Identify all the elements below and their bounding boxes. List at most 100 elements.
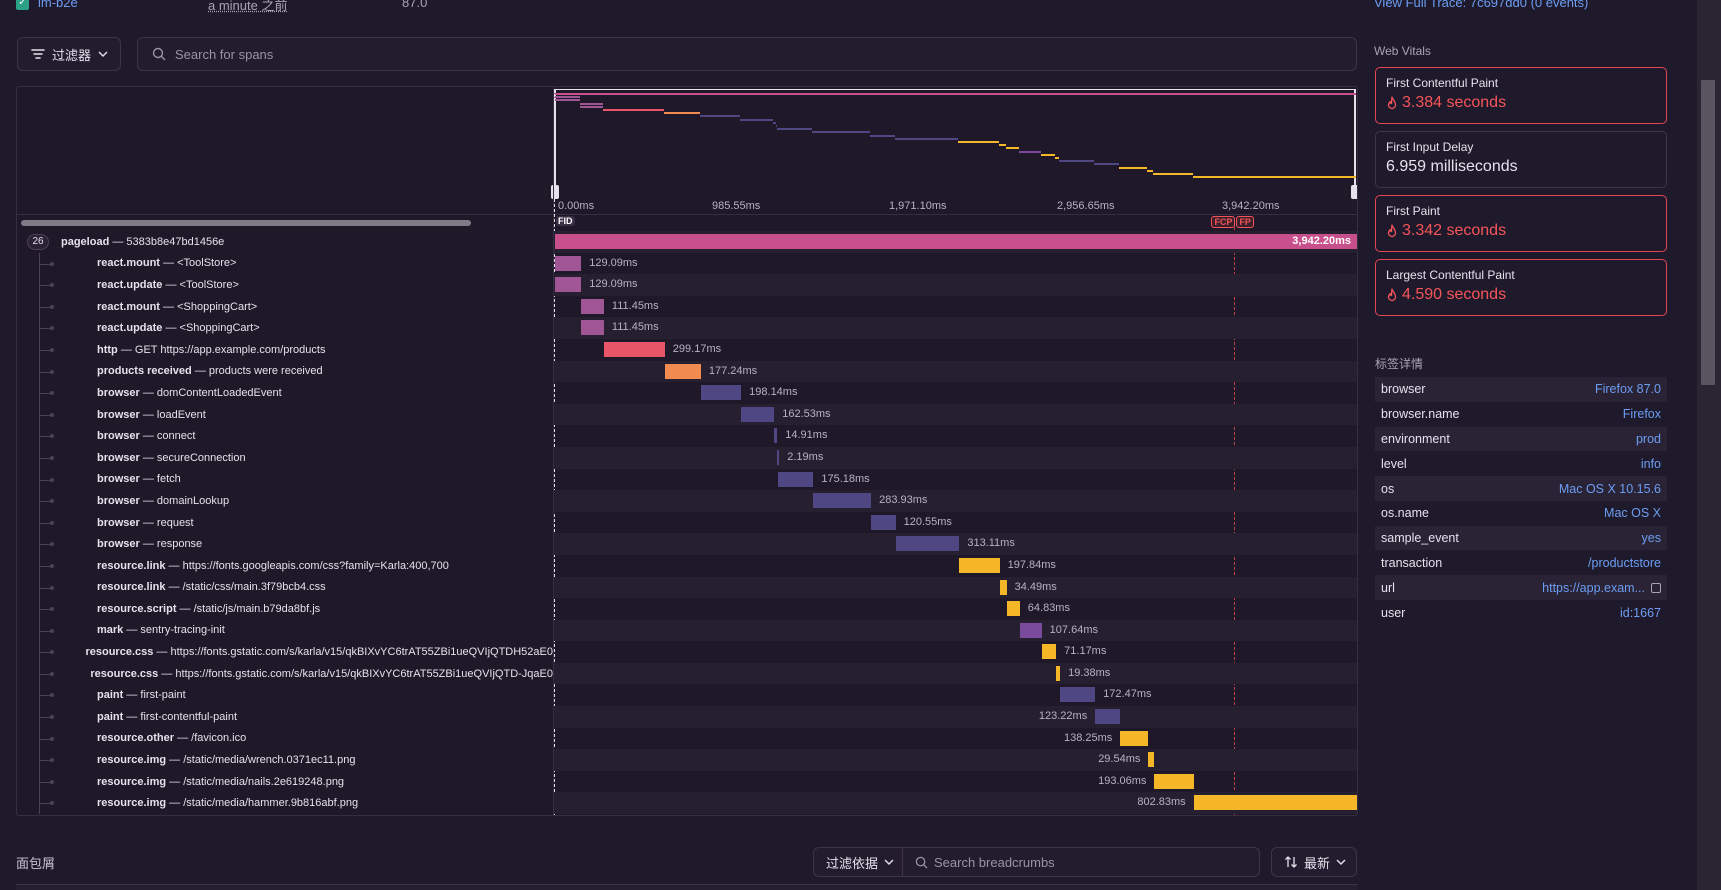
span-row[interactable]: resource.link — https://fonts.googleapis… [17,554,1357,577]
span-row[interactable]: resource.link — /static/css/main.3f79bcb… [17,576,1357,599]
span-bar[interactable] [555,234,1357,249]
tag-value-link[interactable]: yes [1641,531,1661,546]
span-label[interactable]: paint — first-contentful-paint [17,706,553,728]
breadcrumbs-search-input[interactable] [934,854,1254,870]
span-label[interactable]: browser — response [17,533,553,555]
span-track[interactable]: 197.84ms [554,555,1357,577]
span-track[interactable]: 138.25ms [554,728,1357,750]
span-track[interactable]: 120.55ms [554,512,1357,534]
span-track[interactable]: 29.54ms [554,749,1357,771]
span-bar[interactable] [581,320,604,336]
tag-value-link[interactable]: Firefox 87.0 [1594,382,1661,397]
span-row[interactable]: react.update — <ToolStore> 129.09ms [17,274,1357,296]
span-bar[interactable] [555,277,582,293]
span-track[interactable]: 299.17ms [554,339,1357,361]
span-bar[interactable] [581,298,604,314]
span-row[interactable]: resource.img — /static/media/hammer.9b81… [17,792,1357,815]
tag-value-link[interactable]: https://app.exam... [1542,581,1661,595]
tag-value-link[interactable]: Mac OS X 10.15.6 [1558,481,1661,496]
span-search-input[interactable] [175,46,1275,62]
span-track[interactable]: 193.06ms [554,771,1357,793]
span-label[interactable]: browser — request [17,511,553,534]
filter-button[interactable]: 过滤器 [17,37,121,71]
span-row[interactable]: resource.css — https://fonts.gstatic.com… [17,662,1357,685]
span-label[interactable]: resource.img — /static/media/nails.2e619… [17,770,553,793]
web-vital-card[interactable]: First Contentful Paint 3.384 seconds [1375,67,1667,124]
span-label[interactable]: resource.link — https://fonts.googleapis… [17,554,553,577]
span-bar[interactable] [1154,773,1194,789]
span-bar[interactable] [777,449,780,465]
span-track[interactable]: 34.49ms [554,576,1357,599]
span-row[interactable]: resource.other — /favicon.ico 138.25ms [17,727,1357,750]
span-row[interactable]: browser — loadEvent 162.53ms [17,403,1357,426]
span-row[interactable]: resource.img — /static/media/nails.2e619… [17,770,1357,793]
span-row[interactable]: react.update — <ShoppingCart> 111.45ms [17,317,1357,339]
span-track[interactable]: 172.47ms [554,684,1357,706]
web-vital-card[interactable]: First Input Delay 6.959 milliseconds [1375,131,1667,188]
span-bar[interactable] [1056,665,1061,681]
span-label[interactable]: resource.css — https://fonts.gstatic.com… [17,641,553,663]
span-label[interactable]: paint — first-paint [17,684,553,706]
span-label[interactable]: mark — sentry-tracing-init [17,619,553,642]
span-label[interactable]: browser — connect [17,425,553,447]
span-track[interactable]: 123.22ms [554,706,1357,728]
span-bar[interactable] [1006,601,1020,617]
span-track[interactable]: 71.17ms [554,641,1357,663]
span-row[interactable]: resource.img — /static/media/wrench.0371… [17,749,1357,771]
span-label[interactable]: resource.css — https://fonts.gstatic.com… [17,662,553,685]
span-track[interactable]: 198.14ms [554,382,1357,404]
project-link[interactable]: im-b2e [38,0,78,10]
span-bar[interactable] [741,406,775,422]
span-bar[interactable] [959,557,1000,573]
tag-value-link[interactable]: /productstore [1588,555,1661,570]
external-link-icon[interactable] [1651,582,1661,593]
span-bar[interactable] [1193,795,1357,811]
span-track[interactable]: 313.11ms [554,533,1357,555]
breadcrumbs-search-box[interactable] [902,847,1260,877]
span-track[interactable]: 129.09ms [554,274,1357,296]
span-track[interactable]: 14.91ms [554,425,1357,447]
span-label[interactable]: react.update — <ShoppingCart> [17,317,553,339]
span-bar[interactable] [774,428,778,444]
span-bar[interactable] [1060,687,1096,703]
span-bar[interactable] [871,514,896,530]
span-bar[interactable] [1019,622,1042,638]
span-label[interactable]: resource.other — /favicon.ico [17,727,553,750]
span-row[interactable]: browser — domContentLoadedEvent 198.14ms [17,382,1357,404]
span-row[interactable]: browser — secureConnection 2.19ms [17,446,1357,469]
span-label[interactable]: 26 pageload — 5383b8e47bd1456e [17,231,553,253]
span-row[interactable]: browser — response 313.11ms [17,533,1357,555]
tag-value-link[interactable]: prod [1635,431,1661,446]
span-row[interactable]: mark — sentry-tracing-init 107.64ms [17,619,1357,642]
span-bar[interactable] [603,341,665,357]
span-track[interactable]: 111.45ms [554,317,1357,339]
view-full-trace-link[interactable]: View Full Trace: 7c697dd0 (0 events) [1374,0,1589,10]
span-row[interactable]: react.mount — <ToolStore> 129.09ms [17,252,1357,275]
web-vital-card[interactable]: Largest Contentful Paint 4.590 seconds [1375,259,1667,316]
span-row[interactable]: browser — request 120.55ms [17,511,1357,534]
tag-value-link[interactable]: Firefox [1622,407,1661,422]
breadcrumbs-sort-button[interactable]: 最新 [1271,847,1357,877]
span-bar[interactable] [700,385,742,401]
span-label[interactable]: browser — loadEvent [17,403,553,426]
span-bar[interactable] [1148,752,1155,768]
span-label[interactable]: resource.img — /static/media/hammer.9b81… [17,792,553,814]
span-row[interactable]: 26 pageload — 5383b8e47bd1456e 3,942.20ms [17,231,1357,253]
span-row[interactable]: resource.css — https://fonts.gstatic.com… [17,641,1357,663]
span-search-box[interactable] [137,37,1357,71]
span-bar[interactable] [555,255,582,271]
span-label[interactable]: react.update — <ToolStore> [17,274,553,296]
tag-value-link[interactable]: info [1640,456,1661,471]
span-label[interactable]: browser — domainLookup [17,490,553,512]
breadcrumbs-filter-button[interactable]: 过滤依据 [813,847,903,877]
span-row[interactable]: browser — connect 14.91ms [17,425,1357,447]
span-label[interactable]: http — GET https://app.example.com/produ… [17,338,553,361]
tag-value-link[interactable]: Mac OS X [1604,506,1661,521]
span-bar[interactable] [777,471,814,487]
span-track[interactable]: 19.38ms [554,662,1357,685]
pane-divider[interactable] [553,87,554,815]
span-label[interactable]: resource.img — /static/media/wrench.0371… [17,749,553,771]
span-label[interactable]: browser — secureConnection [17,446,553,469]
span-bar[interactable] [813,493,872,509]
span-label[interactable]: resource.script — /static/js/main.b79da8… [17,598,553,620]
